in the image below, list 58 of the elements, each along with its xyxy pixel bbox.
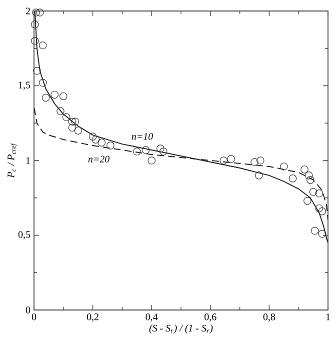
point (71, 118, 80, 126)
point (98, 138, 106, 146)
point (318, 207, 326, 216)
point (50, 90, 58, 99)
x-tick-label: 0,8 (263, 314, 276, 322)
x-tick-label: 1 (326, 314, 330, 320)
y-tick-label: 0,5 (18, 231, 30, 240)
point (148, 156, 156, 164)
point (156, 144, 164, 152)
x-axis-title: (S - S$_{r}$) / (1 - S$_{r}$) (149, 324, 213, 334)
point (106, 142, 114, 150)
point (32, 8, 40, 16)
point (68, 124, 76, 132)
point (56, 107, 64, 116)
point (220, 156, 228, 164)
point (38, 41, 47, 50)
point (227, 155, 235, 163)
point (250, 158, 258, 166)
x-tick-label: 0,2 (86, 314, 98, 322)
point (74, 126, 82, 134)
x-tick-label: 0,6 (204, 314, 216, 322)
point (304, 172, 313, 180)
point (159, 148, 168, 156)
point (310, 226, 319, 235)
point (92, 136, 100, 144)
point (133, 148, 141, 156)
point (142, 146, 150, 154)
point (306, 176, 314, 184)
point (68, 118, 76, 126)
point (38, 78, 47, 87)
point (309, 188, 318, 196)
y-axis-title: P$_{c}$ / P$_{cref}$ (8, 142, 18, 178)
y-tick-label: 2 (26, 8, 30, 14)
point (315, 189, 324, 198)
point (30, 20, 39, 28)
point (255, 172, 263, 180)
point (304, 196, 312, 205)
point (318, 230, 326, 238)
point (88, 132, 97, 140)
x-tick-label: 0,4 (146, 314, 158, 322)
y-tick-label: 1 (26, 157, 30, 164)
series-label: n=20 (88, 156, 110, 162)
point (30, 36, 39, 45)
point (60, 92, 68, 100)
y-tick-label: 1,5 (18, 82, 30, 90)
point (315, 204, 324, 212)
point (280, 162, 288, 170)
point (42, 94, 50, 102)
point (300, 166, 308, 174)
point (36, 8, 44, 16)
line-series (34, 11, 328, 244)
x-tick-label: 0 (32, 314, 36, 320)
series-label: n=10 (132, 133, 153, 140)
y-tick-label: 0 (26, 306, 30, 314)
point (62, 113, 70, 122)
point (288, 174, 297, 182)
point (33, 66, 41, 75)
point (256, 156, 264, 164)
